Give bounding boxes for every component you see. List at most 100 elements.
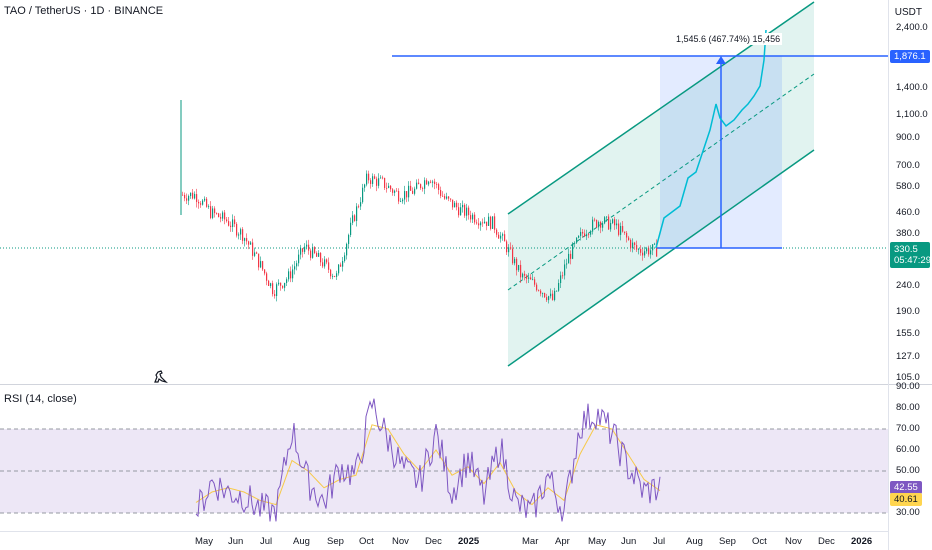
rsi-title[interactable]: RSI (14, close) [4,393,77,405]
candle-body [444,196,446,199]
candle-body [634,242,636,245]
time-tick-label: Jun [621,536,637,547]
candle-body [448,196,450,199]
time-axis-border [0,531,888,532]
price-tick-label: 380.0 [896,228,920,240]
candle-body [412,190,414,194]
countdown-value: 05:47:29 [894,255,931,266]
candle-body [520,264,522,278]
candle-body [434,181,436,184]
candle-body [252,242,254,256]
dinosaur-icon[interactable] [152,368,168,384]
candle-body [354,215,356,221]
time-tick-label: Aug [686,536,703,547]
rsi-tick-label: 60.00 [896,444,920,455]
rsi-tick-label: 30.00 [896,507,920,518]
candle-body [340,264,342,267]
time-tick-label: Mar [522,536,539,547]
last-price-badge: 330.5 05:47:29 [890,242,931,268]
time-tick-label: Nov [785,536,802,547]
candle-body [194,194,196,199]
candle-body [568,253,570,264]
candle-body [236,223,238,236]
candle-body [398,190,400,202]
candle-body [192,192,194,199]
candle-body [474,214,476,223]
candle-body [532,279,534,281]
candle-body [472,214,474,220]
candle-body [512,248,514,264]
candle-body [286,279,288,283]
price-tick-label: 700.0 [896,159,920,171]
candle-body [358,206,360,208]
candle-body [562,275,564,277]
rsi-tick-label: 50.00 [896,465,920,476]
candle-body [486,221,488,226]
candle-body [224,212,226,220]
time-tick-label: Aug [293,536,310,547]
candle-body [622,226,624,232]
candle-body [608,216,610,230]
candle-body [350,222,352,235]
candle-body [278,282,280,285]
candle-body [288,271,290,280]
currency-label[interactable]: USDT [894,7,922,18]
candle-body [230,225,232,227]
candle-body [316,252,318,257]
candle-body [624,231,626,233]
rsi-chart[interactable] [0,385,888,531]
main-price-chart[interactable] [0,0,888,384]
candle-body [558,283,560,291]
candle-body [548,296,550,301]
candle-body [440,189,442,196]
candle-body [586,234,588,237]
candle-body [594,219,596,221]
candle-body [578,235,580,238]
candle-body [606,216,608,218]
candle-body [636,244,638,250]
candle-body [276,284,278,297]
price-axis-border [888,0,889,550]
candle-body [320,252,322,263]
candle-body [596,220,598,228]
price-tick-label: 1,100.0 [896,109,928,121]
candle-body [530,277,532,280]
candle-body [560,275,562,284]
candle-body [264,269,266,274]
candle-body [250,242,252,245]
candle-body [414,188,416,194]
time-tick-label: Oct [359,536,374,547]
candle-body [452,199,454,208]
time-tick-label: Sep [327,536,344,547]
candle-body [346,243,348,256]
candle-body [260,261,262,268]
rsi-ma-line [195,424,661,506]
candle-body [484,221,486,224]
price-tick-label: 580.0 [896,180,920,192]
time-tick-label: May [195,536,213,547]
candle-body [526,275,528,279]
candle-body [228,221,230,226]
candle-body [428,181,430,185]
candle-body [408,185,410,198]
candle-body [584,233,586,237]
candle-body [370,180,372,184]
price-tick-label: 1,400.0 [896,82,928,94]
candle-body [262,261,264,270]
candle-body [642,252,644,256]
pane-divider[interactable] [0,384,932,385]
price-tick-label: 155.0 [896,328,920,340]
candle-body [644,251,646,256]
candle-body [508,247,510,253]
time-tick-label: Sep [719,536,736,547]
candle-body [404,191,406,200]
candle-body [232,219,234,227]
candle-body [470,215,472,220]
candles [180,100,658,304]
candle-body [490,216,492,229]
candle-body [506,241,508,253]
candle-body [498,234,500,239]
symbol-title[interactable]: TAO / TetherUS · 1D · BINANCE [4,5,164,17]
candle-body [602,223,604,228]
candle-body [604,217,606,224]
